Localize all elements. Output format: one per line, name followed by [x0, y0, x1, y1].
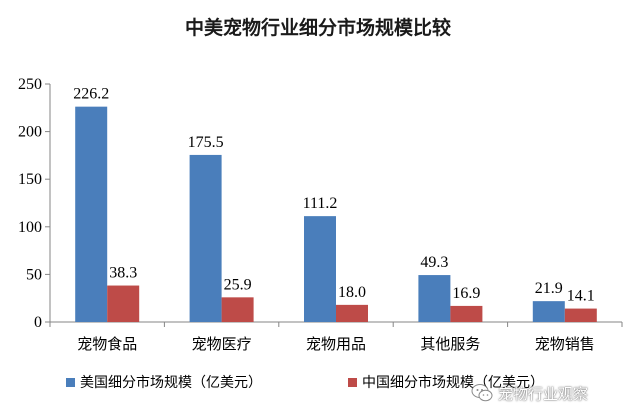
data-label: 226.2: [73, 86, 109, 103]
category-label: 宠物用品: [306, 335, 366, 353]
y-tick-label: 200: [18, 124, 42, 141]
y-tick-label: 150: [18, 171, 42, 188]
category-label: 宠物食品: [77, 335, 137, 353]
category-label: 宠物销售: [535, 335, 595, 353]
data-label: 111.2: [303, 195, 338, 212]
category-label: 宠物医疗: [192, 335, 252, 353]
watermark-text: 宠物行业观察: [498, 384, 589, 403]
data-label: 25.9: [224, 276, 252, 293]
wechat-logo-icon: [471, 384, 493, 402]
bar-series-0: [532, 301, 565, 322]
bar-series-0: [418, 275, 451, 322]
y-tick-label: 0: [34, 314, 42, 331]
bar-series-1: [221, 297, 254, 322]
chart-legend: 美国细分市场规模（亿美元） 中国细分市场规模（亿美元）: [66, 374, 544, 391]
chart-bars: [75, 106, 597, 323]
bar-series-1: [450, 305, 483, 322]
y-tick-label: 250: [18, 76, 42, 93]
data-label: 16.9: [452, 285, 480, 302]
bar-series-0: [75, 106, 108, 323]
y-axis-ticks: 0 50 100 150 200 250: [18, 76, 50, 331]
data-label: 38.3: [109, 265, 137, 282]
bar-series-1: [336, 304, 368, 322]
data-label: 14.1: [567, 288, 595, 305]
bar-series-1: [107, 285, 140, 322]
legend-label: 美国细分市场规模（亿美元）: [80, 374, 262, 391]
chart-data-labels: 226.2 38.3 175.5 25.9 111.2 18.0 49.316.9 21.9 1…: [73, 86, 595, 305]
bar-series-1: [564, 308, 597, 322]
data-label: 175.5: [188, 134, 224, 151]
legend-label: 中国细分市场规模（亿美元）: [362, 374, 544, 391]
bar-series-0: [304, 216, 336, 322]
data-label: 18.0: [338, 284, 366, 301]
watermark: 宠物行业观察: [470, 378, 640, 408]
data-label: 21.9: [535, 280, 563, 297]
y-tick-label: 50: [26, 266, 42, 283]
legend-swatch: [66, 378, 75, 387]
x-axis-categories: 宠物食品 宠物医疗 宠物用品 其他服务 宠物销售: [77, 335, 595, 353]
y-tick-label: 100: [18, 219, 42, 236]
data-label: 49.3: [420, 254, 448, 271]
chart-title: 中美宠物行业细分市场规模比较: [185, 16, 451, 39]
category-label: 其他服务: [420, 335, 480, 353]
legend-swatch: [348, 378, 357, 387]
bar-series-0: [189, 154, 222, 322]
